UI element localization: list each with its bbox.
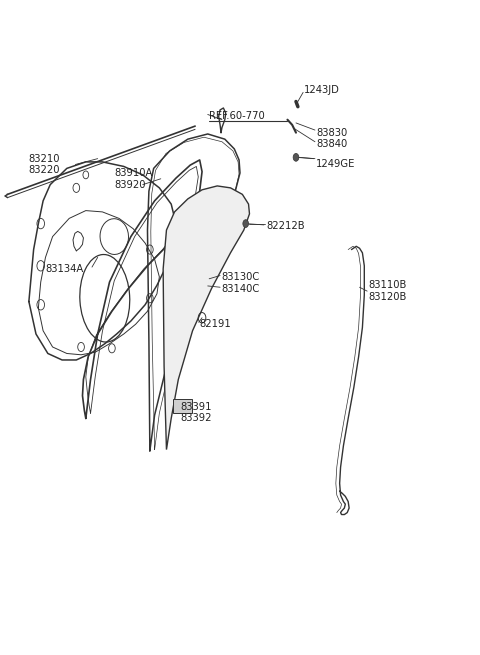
Text: 83910A: 83910A [114, 168, 153, 178]
Text: 83392: 83392 [180, 413, 212, 423]
Text: 83110B: 83110B [368, 280, 407, 290]
Text: 83210: 83210 [29, 154, 60, 164]
Bar [173, 399, 192, 413]
Text: 83220: 83220 [29, 165, 60, 176]
Text: 82191: 82191 [200, 319, 231, 329]
Text: 83830: 83830 [316, 128, 347, 138]
Text: 83391: 83391 [180, 402, 212, 412]
Text: 83920: 83920 [114, 179, 146, 189]
Text: REF.60-770: REF.60-770 [209, 111, 265, 121]
Circle shape [293, 153, 299, 161]
Text: 83134A: 83134A [46, 264, 84, 274]
Text: 1243JD: 1243JD [304, 85, 340, 96]
Text: 82212B: 82212B [266, 221, 305, 231]
Text: 83140C: 83140C [221, 284, 259, 293]
Circle shape [243, 219, 249, 227]
Text: 83120B: 83120B [368, 292, 407, 302]
Text: 83840: 83840 [316, 140, 347, 149]
Text: 1249GE: 1249GE [316, 159, 355, 169]
Text: 83130C: 83130C [221, 272, 259, 282]
Polygon shape [163, 186, 250, 449]
